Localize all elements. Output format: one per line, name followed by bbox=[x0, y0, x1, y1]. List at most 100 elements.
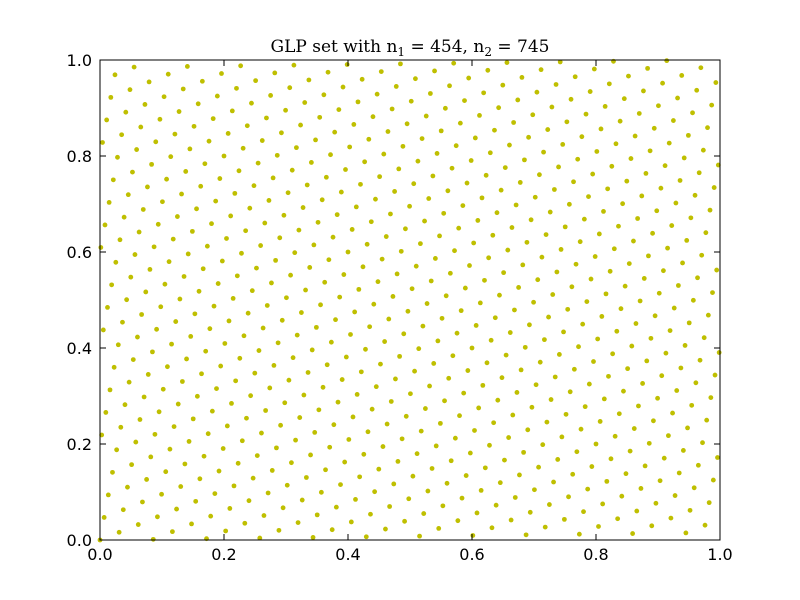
data-point bbox=[465, 368, 471, 373]
data-point bbox=[461, 390, 467, 396]
data-point bbox=[413, 76, 418, 82]
data-point bbox=[390, 294, 396, 299]
data-point bbox=[701, 335, 707, 341]
data-point bbox=[189, 521, 194, 527]
data-point bbox=[119, 132, 125, 138]
data-point bbox=[572, 74, 578, 80]
data-point bbox=[324, 362, 330, 368]
data-point bbox=[709, 102, 715, 108]
data-point bbox=[142, 102, 148, 107]
data-point bbox=[417, 533, 422, 539]
data-point bbox=[239, 250, 244, 256]
data-point bbox=[500, 82, 506, 88]
y-tick-label: 0.2 bbox=[67, 435, 92, 454]
data-point bbox=[519, 75, 525, 80]
data-point bbox=[575, 156, 581, 162]
data-point bbox=[591, 359, 596, 364]
data-point bbox=[626, 261, 632, 266]
data-point bbox=[356, 286, 362, 292]
data-point bbox=[587, 89, 593, 94]
data-point bbox=[435, 338, 441, 344]
data-point bbox=[194, 206, 199, 212]
data-point bbox=[268, 93, 273, 98]
data-point bbox=[414, 451, 420, 457]
data-point bbox=[261, 513, 267, 518]
data-point bbox=[689, 402, 695, 408]
data-point bbox=[284, 295, 289, 301]
data-point bbox=[600, 501, 606, 507]
data-point bbox=[529, 404, 535, 410]
data-point bbox=[640, 381, 645, 386]
data-point bbox=[480, 382, 486, 388]
plot-frame bbox=[99, 59, 721, 541]
data-point bbox=[419, 136, 425, 142]
data-point bbox=[574, 449, 580, 455]
data-point bbox=[271, 363, 277, 368]
data-point bbox=[376, 466, 382, 472]
data-point bbox=[696, 170, 702, 176]
data-point bbox=[576, 344, 581, 350]
data-point bbox=[442, 398, 447, 404]
data-point bbox=[114, 447, 120, 453]
data-point bbox=[515, 97, 521, 103]
data-point bbox=[311, 242, 317, 248]
data-point bbox=[250, 475, 256, 481]
data-point bbox=[477, 300, 483, 306]
data-point bbox=[541, 149, 546, 155]
data-point bbox=[339, 377, 345, 382]
data-point bbox=[327, 444, 333, 450]
data-point bbox=[410, 473, 416, 479]
data-point bbox=[252, 370, 258, 376]
data-point bbox=[602, 103, 608, 109]
data-point bbox=[527, 322, 532, 328]
data-point bbox=[418, 428, 424, 434]
data-point bbox=[502, 165, 508, 171]
data-point bbox=[671, 305, 677, 311]
data-point bbox=[359, 76, 365, 82]
data-point bbox=[305, 370, 311, 375]
data-point bbox=[160, 386, 166, 392]
data-point bbox=[704, 417, 710, 423]
data-point bbox=[651, 418, 656, 424]
data-point bbox=[130, 357, 136, 362]
data-point bbox=[265, 490, 271, 496]
data-point bbox=[199, 371, 204, 377]
data-point bbox=[703, 230, 709, 236]
data-point bbox=[422, 218, 427, 224]
data-point bbox=[348, 332, 353, 337]
data-point bbox=[454, 330, 460, 336]
data-point bbox=[471, 240, 477, 246]
data-point bbox=[549, 104, 555, 110]
data-point bbox=[510, 412, 516, 418]
data-point bbox=[333, 504, 339, 510]
data-point bbox=[527, 509, 533, 515]
data-point bbox=[167, 446, 173, 452]
data-point bbox=[655, 395, 660, 401]
data-point bbox=[235, 460, 241, 466]
data-point bbox=[429, 466, 435, 471]
data-point bbox=[210, 116, 216, 122]
data-point bbox=[133, 439, 139, 445]
data-point bbox=[382, 339, 388, 344]
data-point bbox=[481, 90, 487, 96]
data-point bbox=[107, 387, 113, 393]
data-point bbox=[163, 469, 169, 475]
data-point bbox=[203, 348, 209, 354]
data-point bbox=[174, 506, 179, 512]
data-point bbox=[358, 369, 364, 375]
data-point bbox=[624, 178, 630, 184]
data-point bbox=[416, 346, 422, 352]
data-point bbox=[112, 72, 118, 78]
data-point bbox=[170, 236, 176, 242]
data-point bbox=[592, 254, 598, 259]
data-point bbox=[263, 408, 269, 413]
data-point bbox=[423, 113, 429, 119]
data-point bbox=[569, 284, 575, 290]
data-point bbox=[186, 439, 192, 444]
data-point bbox=[378, 69, 384, 74]
data-point bbox=[683, 530, 689, 536]
data-point bbox=[155, 221, 161, 227]
data-point bbox=[326, 257, 332, 263]
data-point bbox=[561, 329, 566, 335]
